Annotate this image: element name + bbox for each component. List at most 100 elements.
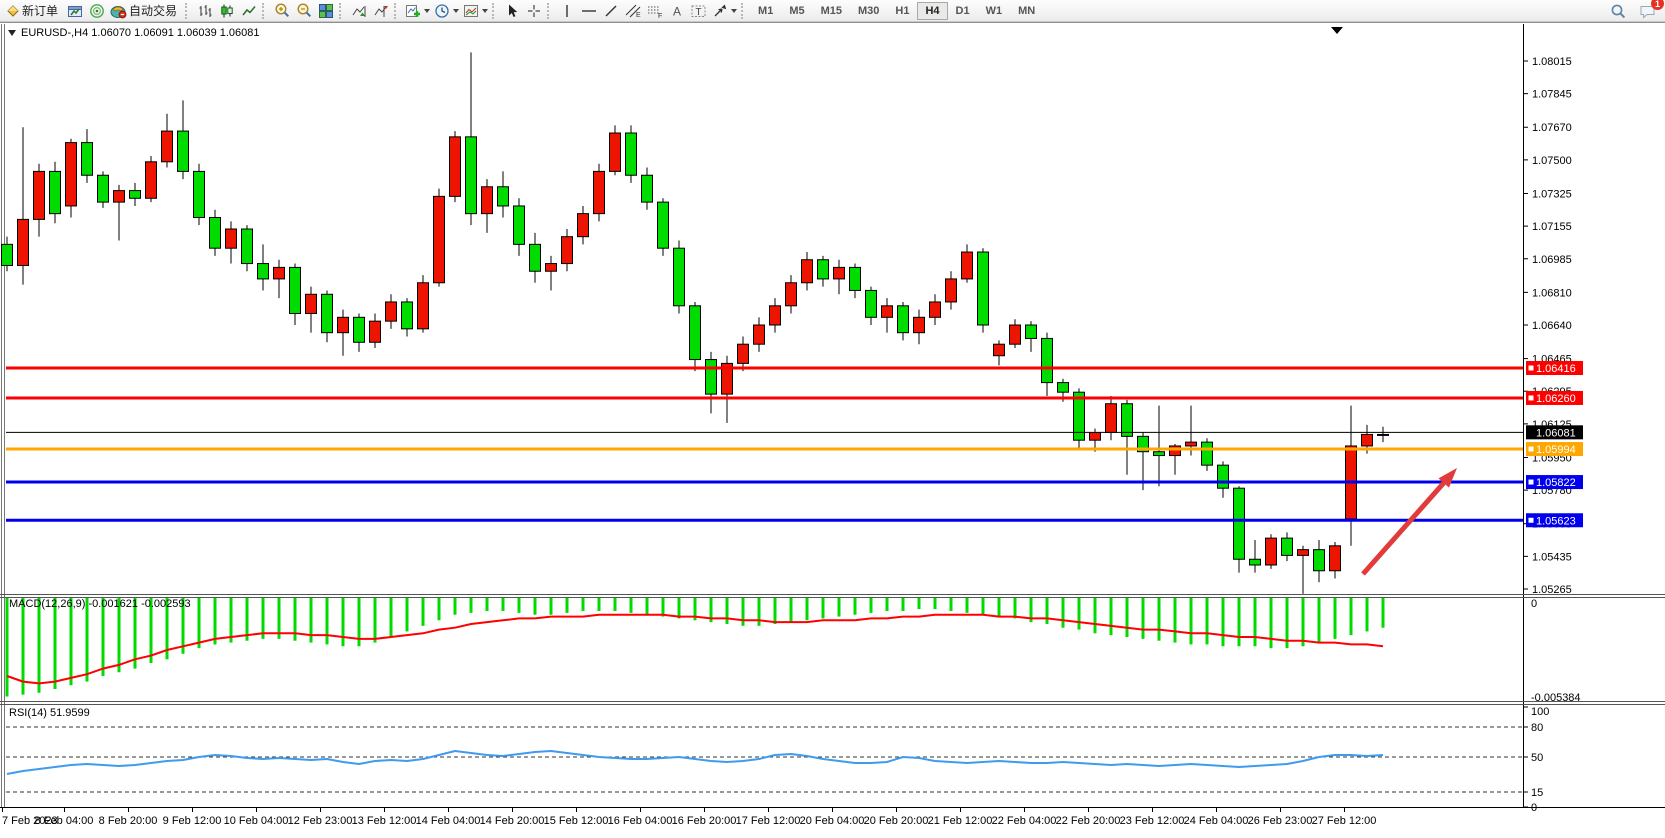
timeframe-m15[interactable]: M15: [820, 4, 842, 17]
templates-dropdown-caret[interactable]: [482, 8, 489, 13]
time-axis-label: 16 Feb 04:00: [608, 815, 673, 827]
candlestick: [929, 301, 941, 318]
time-axis-label: 21 Feb 12:00: [928, 815, 993, 827]
indicators-dropdown-caret[interactable]: [424, 8, 431, 13]
timeframe-mn[interactable]: MN: [1018, 4, 1036, 17]
candlestick: [129, 190, 141, 199]
autotrading-icon: [110, 5, 127, 18]
candlestick: [1, 243, 13, 266]
price-axis-label: 1.07500: [1532, 155, 1572, 167]
candlestick: [609, 132, 621, 172]
price-line-label: [1526, 513, 1583, 528]
chart-shift-icon: [374, 5, 389, 17]
zoom-out-button[interactable]: [293, 1, 315, 21]
toolbar-grip: [741, 2, 746, 19]
crosshair-tool-button[interactable]: [523, 1, 545, 21]
chart-shift-marker[interactable]: [1331, 27, 1343, 34]
notifications-button[interactable]: 1: [1637, 0, 1664, 21]
chart-window-button[interactable]: [64, 1, 86, 21]
arrows-tool-button[interactable]: [710, 1, 739, 21]
trend-arrow-head[interactable]: [1438, 468, 1457, 488]
trend-arrow-shaft[interactable]: [1361, 481, 1446, 576]
price-line-label-text: 1.06260: [1536, 393, 1576, 405]
timeframe-w1[interactable]: W1: [985, 4, 1003, 17]
arrows-dropdown-caret[interactable]: [731, 8, 738, 13]
toolbar-grip: [339, 2, 344, 19]
new-order-icon: [7, 4, 19, 17]
toolbar-grip: [262, 2, 267, 19]
chart-window: 0 -0.005384 100 80 50 15 0 1.08015 1.07845 1.0767…: [0, 22, 1665, 838]
candlestick: [401, 301, 413, 330]
time-axis-label: 24 Feb 04:00: [1184, 815, 1249, 827]
periods-clock-icon: [435, 3, 449, 18]
tile-windows-button[interactable]: [315, 1, 337, 21]
text-tool-button[interactable]: A: [666, 1, 688, 21]
timeframe-d1[interactable]: D1: [955, 4, 970, 17]
periods-dropdown-caret[interactable]: [453, 8, 460, 13]
candlestick: [33, 170, 45, 220]
time-axis-label: 22 Feb 04:00: [992, 815, 1057, 827]
horizontal-line-tool-button[interactable]: [578, 1, 600, 21]
timeframe-m1[interactable]: M1: [758, 4, 774, 17]
equidistant-channel-icon: E: [625, 4, 641, 19]
chart-shift-button[interactable]: [370, 1, 392, 21]
candlestick: [705, 359, 717, 395]
templates-button[interactable]: [461, 1, 490, 21]
trendline-tool-button[interactable]: [600, 1, 622, 21]
candlestick: [1281, 537, 1293, 556]
new-order-button[interactable]: 新订单: [3, 1, 64, 21]
candlestick: [945, 278, 957, 303]
candlestick: [353, 316, 365, 343]
autotrading-button[interactable]: 自动交易: [108, 1, 183, 21]
time-axis-label: 23 Feb 12:00: [1120, 815, 1185, 827]
timeframe-h1[interactable]: H1: [895, 4, 910, 17]
candlestick: [865, 289, 877, 318]
fibonacci-tool-button[interactable]: F: [644, 1, 666, 21]
candlestick: [993, 343, 1005, 357]
trendline-icon: [605, 5, 617, 16]
candlestick: [1009, 324, 1021, 345]
chart-background: [0, 23, 1665, 838]
candlestick-chart-button[interactable]: [216, 1, 238, 21]
autotrading-label: 自动交易: [129, 4, 178, 18]
signal-button[interactable]: [86, 1, 108, 21]
line-chart-button[interactable]: [238, 1, 260, 21]
cursor-tool-button[interactable]: [501, 1, 523, 21]
candlestick: [1377, 433, 1389, 436]
candlestick: [1249, 558, 1261, 566]
time-axis-label: 12 Feb 23:00: [288, 815, 353, 827]
price-axis-label: 1.06810: [1532, 287, 1572, 299]
price-axis-label: 1.06640: [1532, 320, 1572, 332]
price-line-label-text: 1.05822: [1536, 477, 1576, 489]
candlestick: [625, 132, 637, 176]
timeframe-m5[interactable]: M5: [789, 4, 805, 17]
candlestick: [1153, 451, 1165, 457]
timeframe-h4[interactable]: H4: [917, 1, 948, 20]
candlestick: [193, 170, 205, 218]
vertical-line-tool-button[interactable]: [556, 1, 578, 21]
candlestick: [49, 170, 61, 215]
periods-button[interactable]: [432, 1, 461, 21]
chart-canvas[interactable]: 0 -0.005384 100 80 50 15 0 1.08015 1.07845 1.0767…: [0, 23, 1665, 838]
search-button[interactable]: [1607, 1, 1629, 21]
zoom-in-button[interactable]: [271, 1, 293, 21]
macd-signal-line: [6, 613, 1384, 685]
line-handle-marker: [1528, 395, 1534, 401]
line-handle-marker: [1528, 479, 1534, 485]
macd-axis-top-label: 0: [1531, 598, 1537, 610]
line-handle-marker: [1528, 446, 1534, 452]
candlestick: [641, 174, 653, 203]
timeframe-m30[interactable]: M30: [858, 4, 880, 17]
time-axis-label: 16 Feb 20:00: [672, 815, 737, 827]
channel-tool-button[interactable]: E: [622, 1, 644, 21]
text-label-tool-button[interactable]: T: [688, 1, 710, 21]
candlestick: [785, 282, 797, 307]
candlestick: [1057, 382, 1069, 393]
bar-chart-button[interactable]: [194, 1, 216, 21]
candlestick: [305, 293, 317, 314]
zoom-in-icon: [275, 3, 289, 18]
auto-scroll-button[interactable]: [348, 1, 370, 21]
candlestick: [209, 216, 221, 249]
indicators-button[interactable]: [403, 1, 432, 21]
price-line-label-text: 1.06416: [1536, 363, 1576, 375]
